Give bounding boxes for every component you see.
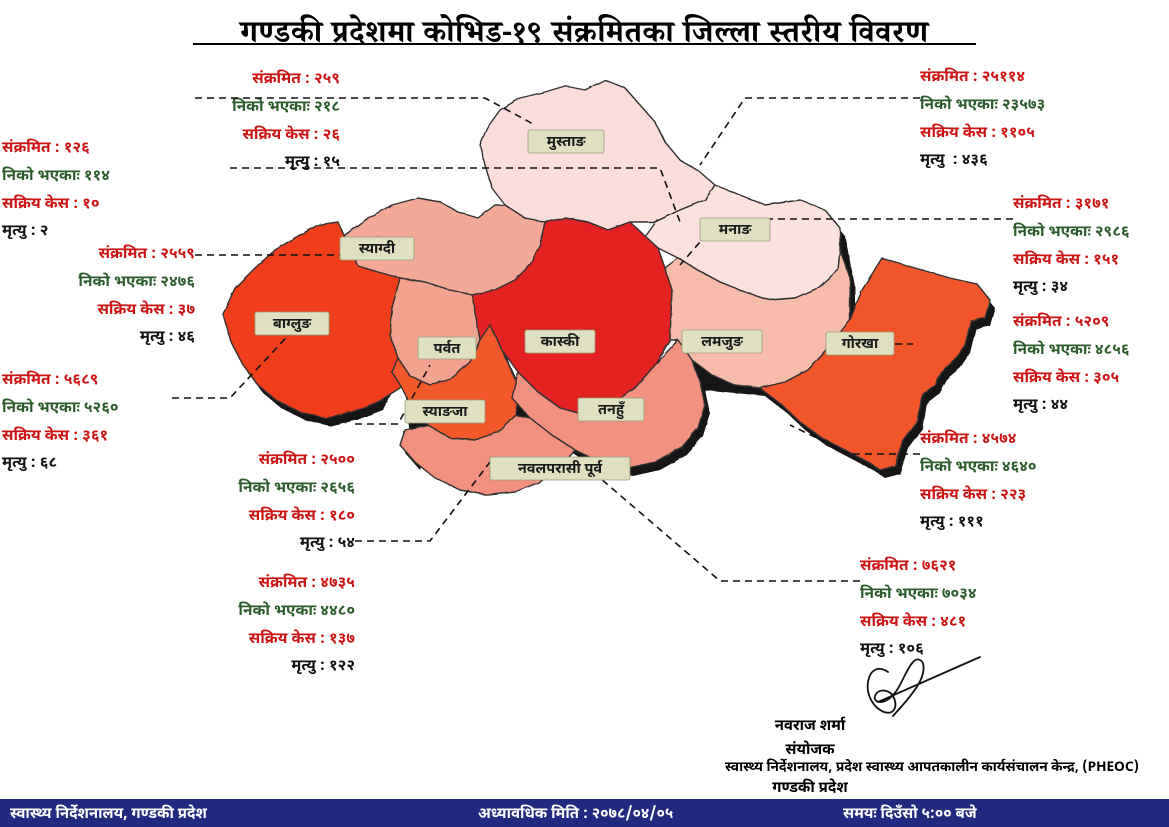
svg-text:मुस्ताङ: मुस्ताङ [547, 133, 587, 152]
svg-text:स्याग्दी: स्याग्दी [359, 240, 396, 259]
svg-text:स्याङजा: स्याङजा [422, 403, 468, 422]
svg-text:गोरखा: गोरखा [842, 335, 879, 354]
svg-text:कास्की: कास्की [541, 333, 580, 352]
svg-text:पर्वत: पर्वत [434, 340, 462, 359]
svg-text:तनहुँ: तनहुँ [598, 400, 625, 420]
svg-text:मनाङ: मनाङ [719, 221, 753, 240]
svg-text:नवलपरासी पूर्व: नवलपरासी पूर्व [518, 460, 603, 479]
svg-text:बाग्लुङ: बाग्लुङ [273, 315, 312, 334]
svg-text:लमजुङ: लमजुङ [701, 333, 744, 352]
